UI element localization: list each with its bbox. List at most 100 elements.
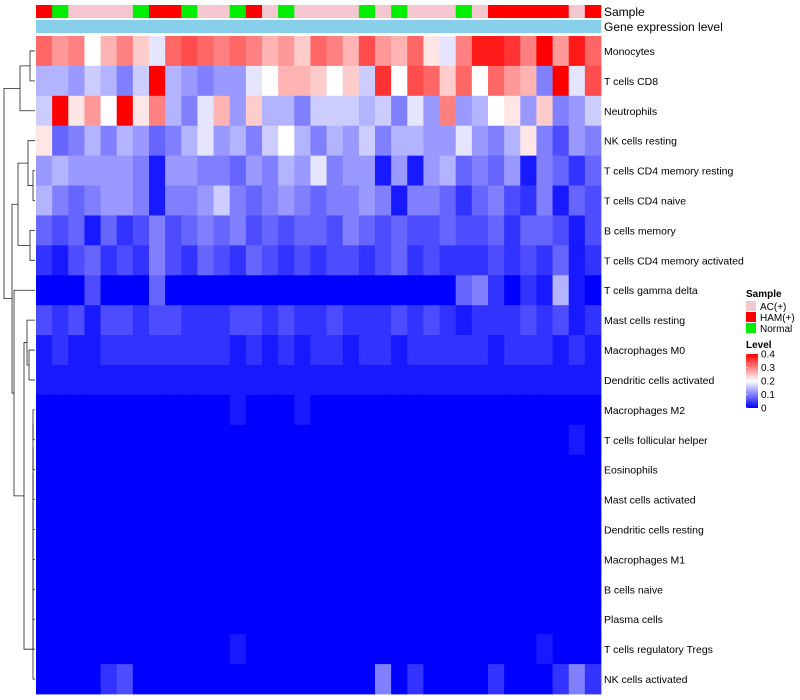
- heatmap-cell: [100, 65, 118, 97]
- heatmap-cell: [197, 305, 214, 336]
- heatmap-cell: [149, 245, 166, 276]
- heatmap-cell: [262, 365, 279, 396]
- heatmap-cell: [149, 454, 166, 486]
- heatmap-cell: [229, 65, 247, 97]
- dendrogram-branch: [26, 319, 35, 366]
- heatmap-cell: [181, 95, 198, 127]
- heatmap-cell: [552, 335, 570, 366]
- heatmap-cell: [52, 245, 69, 276]
- heatmap-cell: [52, 155, 69, 186]
- heatmap-cell: [181, 335, 198, 366]
- heatmap-cell: [213, 424, 231, 456]
- heatmap-cell: [100, 155, 118, 186]
- heatmap-cell: [165, 634, 182, 665]
- heatmap-cell: [84, 125, 101, 157]
- heatmap-cell: [342, 215, 360, 246]
- heatmap-cell: [36, 634, 53, 665]
- heatmap-cell: [116, 125, 134, 157]
- heatmap-cell: [278, 36, 295, 67]
- heatmap-cell: [262, 604, 279, 635]
- heatmap-cell: [149, 544, 166, 575]
- heatmap-cell: [520, 664, 537, 695]
- heatmap-cell: [310, 514, 327, 545]
- heatmap-cell: [165, 454, 182, 486]
- heatmap-cell: [584, 245, 602, 276]
- heatmap-cell: [504, 514, 521, 545]
- heatmap-cell: [536, 454, 553, 486]
- dendrogram-branch: [13, 289, 35, 497]
- heatmap-cell: [294, 125, 311, 157]
- heatmap-cell: [552, 544, 570, 575]
- heatmap-cell: [116, 95, 134, 127]
- heatmap-cell: [278, 634, 295, 665]
- heatmap-cell: [100, 574, 118, 605]
- heatmap-cell: [310, 305, 327, 336]
- legend-sample-swatch: [746, 323, 756, 333]
- heatmap-cell: [568, 484, 586, 515]
- heatmap-cell: [36, 155, 53, 186]
- heatmap-cell: [36, 36, 53, 67]
- heatmap-cell: [504, 424, 521, 456]
- row-label: Dendritic cells resting: [604, 525, 704, 537]
- heatmap-cell: [245, 365, 263, 396]
- heatmap-cell: [536, 365, 553, 396]
- heatmap-cell: [278, 95, 295, 127]
- sample-annotation-cell: [149, 5, 166, 18]
- heatmap-cell: [294, 574, 311, 605]
- row-dendrogram: [3, 50, 35, 680]
- heatmap-cell: [262, 574, 279, 605]
- heatmap-cell: [471, 155, 489, 186]
- heatmap-cell: [181, 544, 198, 575]
- heatmap-cell: [584, 484, 602, 515]
- heatmap-cell: [342, 335, 360, 366]
- heatmap-cell: [358, 185, 376, 216]
- heatmap-cell: [36, 125, 53, 157]
- heatmap-cell: [278, 275, 295, 306]
- heatmap-cell: [423, 484, 440, 515]
- heatmap-cell: [342, 544, 360, 575]
- heatmap-cell: [504, 664, 521, 695]
- heatmap-cell: [358, 36, 376, 67]
- heatmap-cell: [245, 155, 263, 186]
- heatmap-cell: [358, 335, 376, 366]
- heatmap-cell: [213, 604, 231, 635]
- heatmap-cell: [471, 604, 489, 635]
- legend-tick-label: 0.4: [761, 350, 775, 361]
- sample-annotation-cell: [342, 5, 360, 18]
- heatmap-cell: [552, 275, 570, 306]
- heatmap-cell: [471, 664, 489, 695]
- heatmap-cell: [407, 335, 424, 366]
- heatmap-cell: [391, 95, 408, 127]
- heatmap-cell: [391, 185, 408, 216]
- heatmap-cell: [245, 65, 263, 97]
- heatmap-cell: [520, 544, 537, 575]
- heatmap-cell: [439, 215, 457, 246]
- heatmap-cell: [36, 604, 53, 635]
- heatmap-cell: [149, 215, 166, 246]
- heatmap-cell: [100, 424, 118, 456]
- heatmap-cell: [552, 664, 570, 695]
- dendrogram-branch: [29, 230, 35, 261]
- heatmap-cell: [213, 634, 231, 665]
- heatmap-cell: [310, 155, 327, 186]
- heatmap-cell: [439, 95, 457, 127]
- heatmap-cell: [455, 484, 473, 515]
- heatmap-cell: [245, 36, 263, 67]
- heatmap-cell: [84, 454, 101, 486]
- heatmap-cell: [423, 305, 440, 336]
- heatmap-cell: [391, 125, 408, 157]
- heatmap-cell: [423, 335, 440, 366]
- sample-annotation-cell: [584, 5, 602, 18]
- heatmap-cell: [197, 335, 214, 366]
- heatmap-cell: [326, 36, 344, 67]
- heatmap-cell: [132, 335, 150, 366]
- heatmap-cell: [294, 544, 311, 575]
- heatmap-cell: [165, 275, 182, 306]
- heatmap-cell: [310, 36, 327, 67]
- heatmap-cell: [149, 634, 166, 665]
- sample-annotation-cell: [471, 5, 489, 18]
- heatmap-cell: [132, 634, 150, 665]
- heatmap-cell: [358, 664, 376, 695]
- heatmap-cell: [568, 155, 586, 186]
- heatmap-cell: [520, 125, 537, 157]
